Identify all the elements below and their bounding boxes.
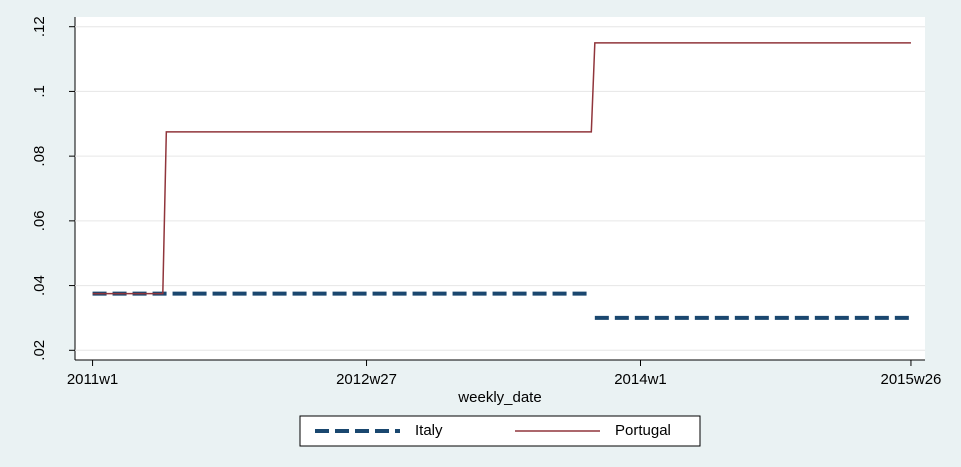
y-tick-label: .12 — [31, 16, 48, 37]
x-tick-label: 2014w1 — [614, 371, 667, 388]
x-tick-label: 2012w27 — [336, 371, 397, 388]
y-tick-label: .08 — [31, 146, 48, 167]
x-tick-label: 2011w1 — [67, 371, 118, 388]
y-tick-label: .06 — [31, 210, 48, 231]
x-axis-title: weekly_date — [457, 389, 541, 406]
y-tick-label: .04 — [31, 275, 48, 296]
line — [92, 42, 911, 295]
legend-label: Italy — [415, 422, 443, 439]
y-tick-label: .1 — [31, 85, 48, 98]
x-tick-label: 2015w26 — [881, 371, 942, 388]
legend-label: Portugal — [615, 422, 671, 439]
plot-area — [75, 17, 925, 360]
line — [92, 291, 911, 320]
y-tick-label: .02 — [31, 340, 48, 361]
